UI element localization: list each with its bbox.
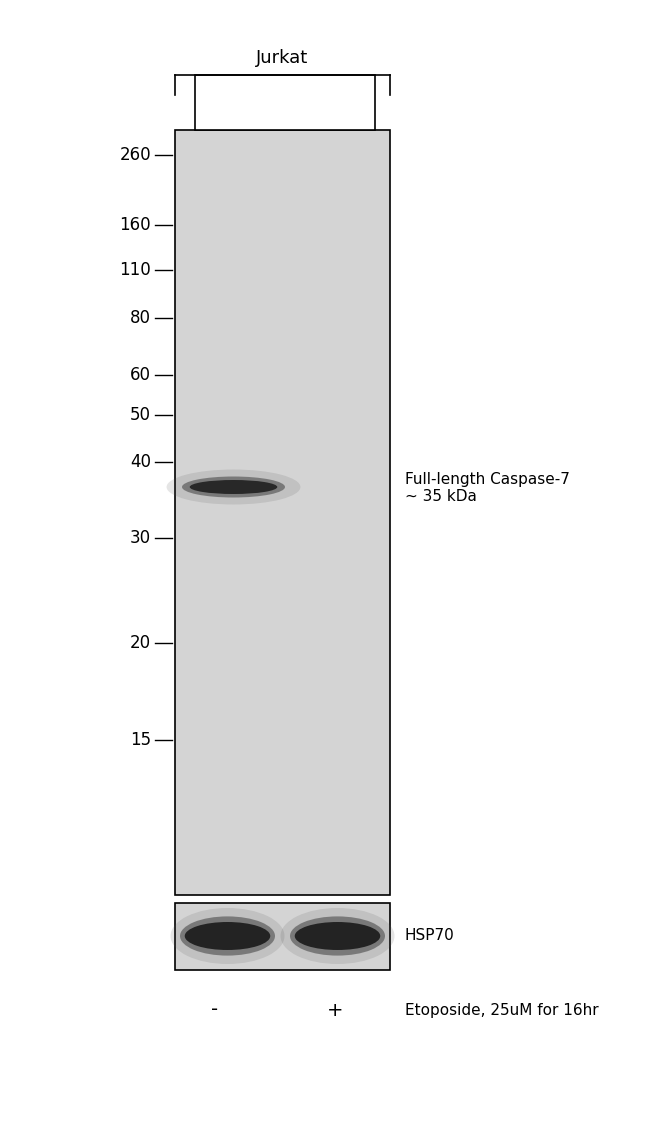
Ellipse shape bbox=[190, 480, 278, 493]
Text: 260: 260 bbox=[120, 146, 151, 164]
Text: 30: 30 bbox=[130, 529, 151, 547]
Ellipse shape bbox=[180, 916, 275, 955]
Bar bbox=[175, 903, 390, 970]
Text: Full-length Caspase-7
~ 35 kDa: Full-length Caspase-7 ~ 35 kDa bbox=[405, 472, 570, 504]
Text: Jurkat: Jurkat bbox=[256, 49, 308, 67]
Text: Etoposide, 25uM for 16hr: Etoposide, 25uM for 16hr bbox=[405, 1003, 599, 1018]
Ellipse shape bbox=[294, 922, 380, 951]
Text: -: - bbox=[211, 1001, 218, 1020]
Text: HSP70: HSP70 bbox=[405, 929, 455, 944]
Text: 40: 40 bbox=[130, 453, 151, 471]
Text: 60: 60 bbox=[130, 366, 151, 384]
Ellipse shape bbox=[166, 470, 300, 505]
Text: 20: 20 bbox=[130, 634, 151, 652]
Ellipse shape bbox=[170, 908, 285, 964]
Text: 80: 80 bbox=[130, 309, 151, 327]
Text: 110: 110 bbox=[119, 262, 151, 279]
Ellipse shape bbox=[290, 916, 385, 955]
Ellipse shape bbox=[182, 476, 285, 498]
Bar bbox=[195, 75, 375, 130]
Bar bbox=[175, 130, 390, 895]
Ellipse shape bbox=[185, 922, 270, 951]
Text: 50: 50 bbox=[130, 406, 151, 424]
Ellipse shape bbox=[281, 908, 395, 964]
Text: 15: 15 bbox=[130, 731, 151, 749]
Text: 160: 160 bbox=[120, 216, 151, 234]
Text: +: + bbox=[327, 1001, 343, 1020]
